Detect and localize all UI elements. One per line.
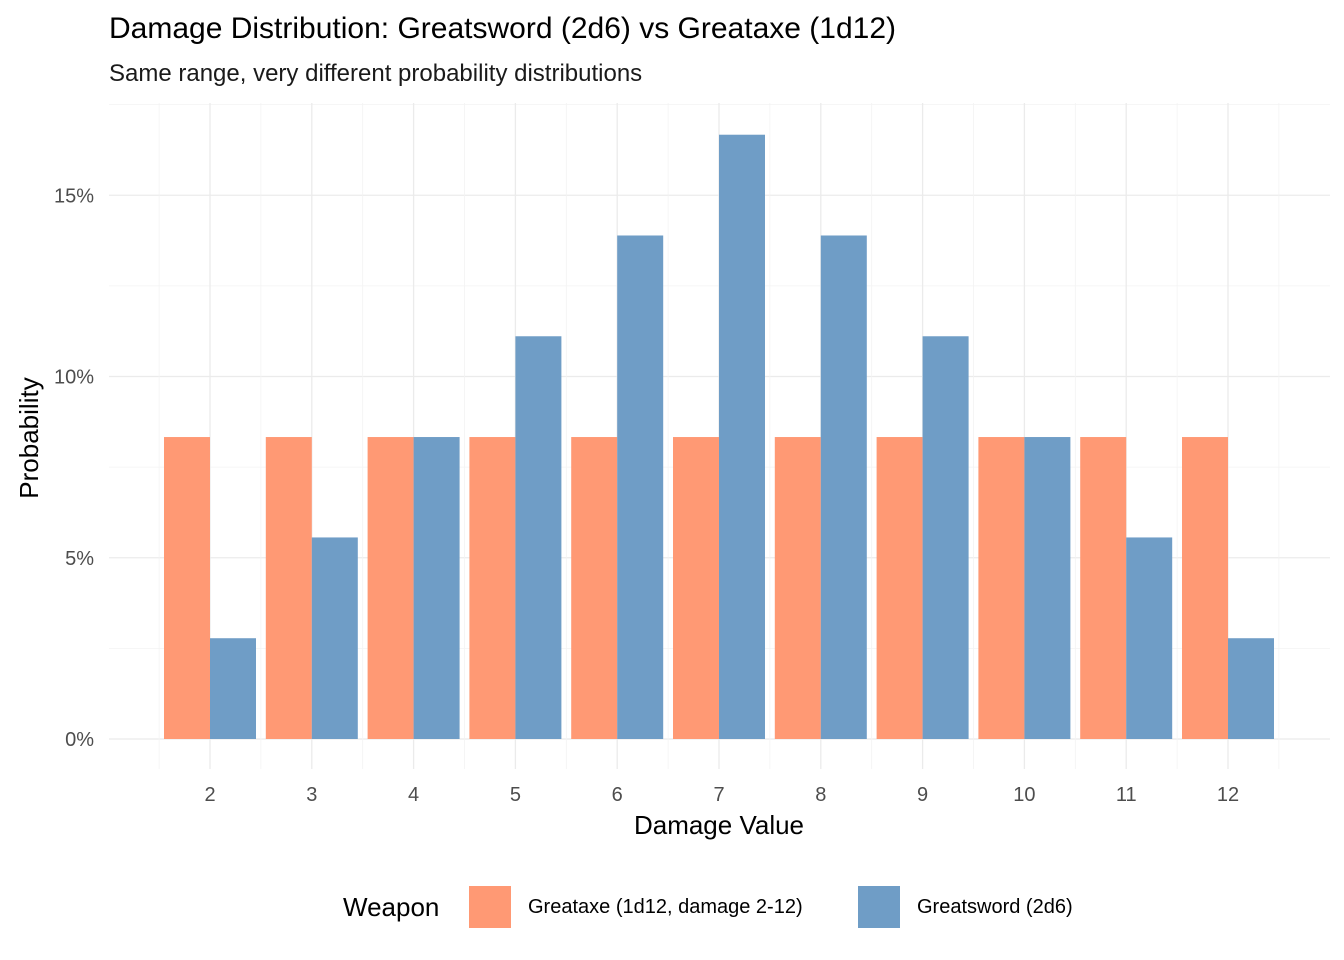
x-tick-label: 8 [815,784,826,806]
bar-greataxe-3 [265,437,312,739]
x-tick-label: 4 [408,784,419,806]
y-axis-title: Probability [14,377,44,498]
legend: Weapon Greataxe (1d12, damage 2-12) Grea… [0,880,1344,940]
x-axis-title: Damage Value [634,810,804,840]
bar-greatsword-12 [1228,638,1274,739]
y-tick-label: 5% [65,548,94,570]
y-axis-ticks: 0% 5% 10% 15% [54,185,94,751]
x-tick-label: 3 [306,784,317,806]
legend-key-greatsword [858,886,900,928]
bar-greatsword-2 [210,638,256,739]
y-tick-label: 0% [65,729,94,751]
x-tick-label: 5 [510,784,521,806]
chart-subtitle: Same range, very different probability d… [109,60,643,87]
y-tick-label: 15% [54,185,94,207]
bar-chart: 0% 5% 10% 15% 2 3 4 5 6 7 8 9 10 11 12 Damage Value P… [14,103,1330,840]
bar-greatsword-9 [922,336,969,739]
bar-greataxe-8 [774,437,821,739]
bar-greataxe-12 [1182,437,1228,739]
x-tick-label: 12 [1217,784,1239,806]
bar-greatsword-4 [413,437,460,739]
y-tick-label: 10% [54,367,94,389]
legend-key-greataxe [469,886,511,928]
bar-greatsword-7 [719,134,765,739]
bar-greataxe-6 [571,437,618,739]
bar-greataxe-9 [876,437,923,739]
x-axis-ticks: 2 3 4 5 6 7 8 9 10 11 12 [204,784,1239,806]
chart-title: Damage Distribution: Greatsword (2d6) vs… [109,12,897,45]
bars [164,134,1274,740]
x-tick-label: 10 [1013,784,1035,806]
legend-label-greataxe: Greataxe (1d12, damage 2-12) [528,896,803,918]
bar-greataxe-11 [1080,437,1127,739]
bar-greatsword-11 [1126,537,1173,739]
bar-greatsword-10 [1024,437,1071,739]
x-tick-label: 2 [204,784,215,806]
x-tick-label: 9 [917,784,928,806]
bar-greatsword-3 [311,537,358,739]
bar-greataxe-4 [367,437,414,739]
bar-greataxe-10 [978,437,1025,739]
legend-title: Weapon [343,892,440,922]
x-tick-label: 7 [713,784,724,806]
x-tick-label: 11 [1116,784,1137,806]
bar-greatsword-8 [820,235,867,740]
bar-greataxe-5 [469,437,516,739]
bar-greatsword-5 [515,336,562,739]
bar-greatsword-6 [617,235,664,740]
bar-greataxe-7 [673,437,719,739]
legend-label-greatsword: Greatsword (2d6) [917,896,1073,918]
bar-greataxe-2 [164,437,210,739]
x-tick-label: 6 [612,784,623,806]
